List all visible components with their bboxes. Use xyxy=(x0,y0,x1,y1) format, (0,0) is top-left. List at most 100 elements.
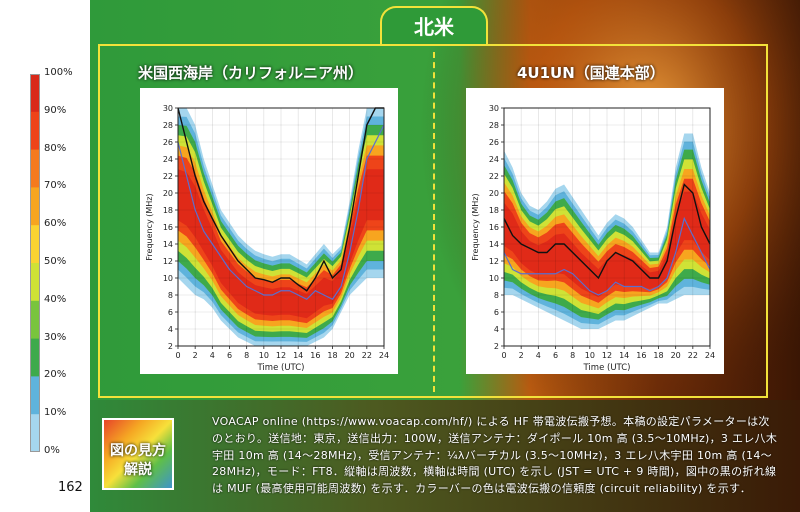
page-number: 162 xyxy=(58,480,83,495)
x-tick-label: 20 xyxy=(345,351,355,360)
how-to-read-badge xyxy=(102,418,174,490)
y-tick-label: 16 xyxy=(489,223,499,232)
colorbar-tick-label: 80% xyxy=(44,142,67,154)
y-tick-label: 26 xyxy=(489,138,499,147)
y-tick-label: 22 xyxy=(489,172,499,181)
x-tick-label: 10 xyxy=(585,351,595,360)
fot-line xyxy=(503,216,711,296)
y-tick-label: 6 xyxy=(168,308,173,317)
y-tick-label: 18 xyxy=(163,206,173,215)
colorbar-tick-label: 90% xyxy=(44,104,67,116)
x-tick-label: 2 xyxy=(193,351,198,360)
y-tick-label: 24 xyxy=(163,155,173,164)
y-axis-label: Frequency (MHz) xyxy=(471,193,480,260)
colorbar-tick-label: 20% xyxy=(44,369,67,381)
colorbar-segment xyxy=(30,225,40,264)
how-to-read-label: 図の見方 解説 xyxy=(110,443,166,478)
x-tick-label: 6 xyxy=(553,351,558,360)
x-tick-label: 10 xyxy=(259,351,269,360)
y-tick-label: 8 xyxy=(168,291,173,300)
y-tick-label: 22 xyxy=(163,172,173,181)
x-tick-label: 4 xyxy=(536,351,541,360)
chart-4u1un: 0 2 4 6 8 10 12 14 16 18 20 22 242468101214161820222… xyxy=(466,88,724,374)
panel-divider xyxy=(433,52,435,392)
x-tick-label: 22 xyxy=(688,351,698,360)
colorbar-tick-label: 100% xyxy=(44,67,73,78)
x-tick-label: 4 xyxy=(210,351,215,360)
colorbar-segment xyxy=(30,263,40,302)
colorbar-tick-label: 60% xyxy=(44,218,67,230)
x-tick-label: 18 xyxy=(653,351,663,360)
colorbar-tick-label: 50% xyxy=(44,256,67,267)
x-tick-label: 14 xyxy=(293,351,303,360)
x-tick-label: 24 xyxy=(379,351,389,360)
x-tick-label: 8 xyxy=(244,351,249,360)
y-tick-label: 20 xyxy=(489,189,499,198)
muf-line xyxy=(503,183,711,280)
x-tick-label: 2 xyxy=(519,351,524,360)
y-tick-label: 10 xyxy=(163,274,173,283)
reliability-band xyxy=(504,191,710,298)
colorbar-tick-label: 0% xyxy=(44,445,60,456)
fot-line xyxy=(177,124,385,301)
x-tick-label: 6 xyxy=(227,351,232,360)
x-axis-label: Time (UTC) xyxy=(583,363,631,373)
y-tick-label: 2 xyxy=(494,342,499,351)
chart-west-coast: 0 2 4 6 8 10 12 14 16 18 20 22 242468101214161820222… xyxy=(140,88,398,374)
description-text: VOACAP online (https://www.voacap.com/hf… xyxy=(212,415,778,496)
x-tick-label: 16 xyxy=(636,351,646,360)
y-tick-label: 20 xyxy=(163,189,173,198)
y-tick-label: 26 xyxy=(163,138,173,147)
colorbar-segment xyxy=(30,300,40,340)
y-tick-label: 2 xyxy=(168,342,173,351)
y-tick-label: 12 xyxy=(489,257,499,266)
y-tick-label: 30 xyxy=(489,104,499,113)
colorbar-segment xyxy=(30,74,40,113)
chart-title-west-coast: 米国西海岸（カリフォルニア州） xyxy=(138,64,364,82)
y-tick-label: 4 xyxy=(494,325,499,334)
y-tick-label: 16 xyxy=(163,223,173,232)
y-tick-label: 6 xyxy=(494,308,499,317)
y-tick-label: 28 xyxy=(163,121,173,130)
plot-area xyxy=(503,107,711,347)
chart-title-4u1un: 4U1UN（国連本部） xyxy=(517,64,665,82)
y-tick-label: 4 xyxy=(168,325,173,334)
colorbar-segment xyxy=(30,414,40,452)
x-axis-label: Time (UTC) xyxy=(257,363,305,373)
colorbar-tick-label: 40% xyxy=(44,293,67,305)
x-tick-label: 12 xyxy=(602,351,612,360)
y-tick-label: 8 xyxy=(494,291,499,300)
y-tick-label: 18 xyxy=(489,206,499,215)
colorbar-segment xyxy=(30,149,40,188)
y-tick-label: 14 xyxy=(489,240,499,249)
x-tick-label: 14 xyxy=(619,351,629,360)
x-tick-label: 8 xyxy=(570,351,575,360)
x-tick-label: 20 xyxy=(671,351,681,360)
y-axis-label: Frequency (MHz) xyxy=(145,193,154,260)
x-tick-label: 12 xyxy=(276,351,286,360)
colorbar-tick-label: 10% xyxy=(44,407,67,419)
muf-line xyxy=(177,107,384,292)
colorbar-tick-label: 30% xyxy=(44,331,67,343)
x-tick-label: 18 xyxy=(327,351,337,360)
colorbar-segment xyxy=(30,338,40,377)
x-tick-label: 0 xyxy=(501,351,506,360)
plot-area xyxy=(177,107,385,347)
x-tick-label: 24 xyxy=(705,351,715,360)
reliability-colorbar xyxy=(30,74,40,452)
section-title: 北米 xyxy=(380,6,488,44)
y-tick-label: 30 xyxy=(163,104,173,113)
x-tick-label: 16 xyxy=(310,351,320,360)
x-tick-label: 22 xyxy=(362,351,372,360)
colorbar-segment xyxy=(30,111,40,151)
y-tick-label: 14 xyxy=(163,240,173,249)
colorbar-segment xyxy=(30,187,40,226)
colorbar-tick-label: 70% xyxy=(44,180,67,192)
y-tick-label: 10 xyxy=(489,274,499,283)
y-tick-label: 12 xyxy=(163,257,173,266)
x-tick-label: 0 xyxy=(175,351,180,360)
y-tick-label: 28 xyxy=(489,121,499,130)
y-tick-label: 24 xyxy=(489,155,499,164)
reliability-band xyxy=(178,169,384,319)
colorbar-segment xyxy=(30,376,40,415)
